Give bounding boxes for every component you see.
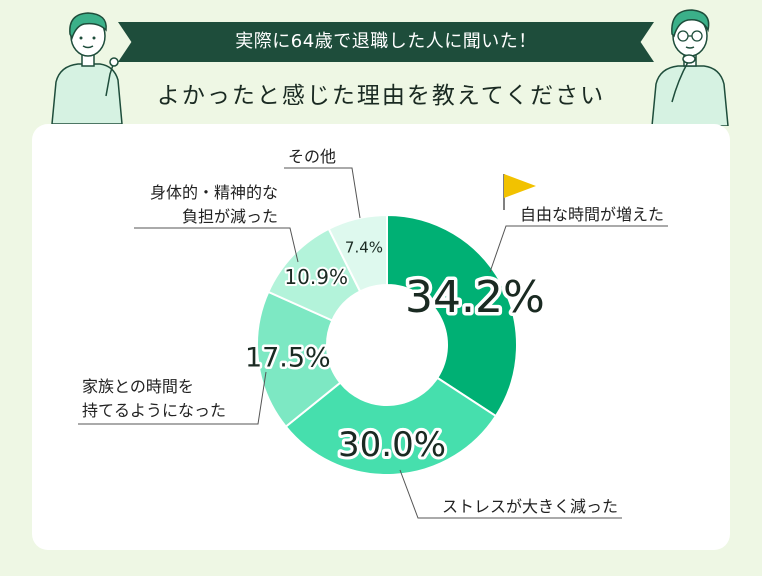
category-label-family-time: 家族との時間を [82, 377, 194, 396]
page-subtitle: よかったと感じた理由を教えてください [156, 83, 606, 109]
flag-icon [503, 174, 536, 210]
value-label-other: 7.4% [345, 239, 383, 257]
person-left-illustration [51, 12, 123, 124]
leader-line-family-time [78, 371, 267, 425]
banner-background [118, 22, 654, 62]
slice-free-time [386, 213, 518, 418]
leader-line-free-time [489, 225, 668, 273]
leader-line-less-burden [134, 227, 299, 263]
value-label-free-time: 34.2% [405, 272, 545, 323]
value-label-family-time: 17.5% [245, 342, 331, 373]
category-label-free-time: 自由な時間が増えた [520, 205, 664, 224]
category-label-less-burden: 負担が減った [182, 207, 278, 226]
category-label-other: その他 [288, 147, 336, 166]
value-label-less-burden: 10.9% [284, 265, 348, 289]
banner-title: 実際に64歳で退職した人に聞いた！ [235, 31, 537, 52]
leader-line-less-stress [399, 469, 622, 519]
leader-line-other [284, 167, 361, 219]
slice-other [327, 213, 388, 293]
category-label-family-time: 持てるようになった [82, 401, 226, 420]
category-label-less-burden: 身体的・精神的な [150, 183, 278, 202]
category-label-less-stress: ストレスが大きく減った [442, 497, 618, 516]
value-label-less-stress: 30.0% [338, 425, 446, 465]
person-right-illustration [651, 9, 729, 126]
slice-less-stress [284, 376, 498, 476]
slice-family-time [256, 290, 342, 429]
chart-card [32, 124, 730, 550]
